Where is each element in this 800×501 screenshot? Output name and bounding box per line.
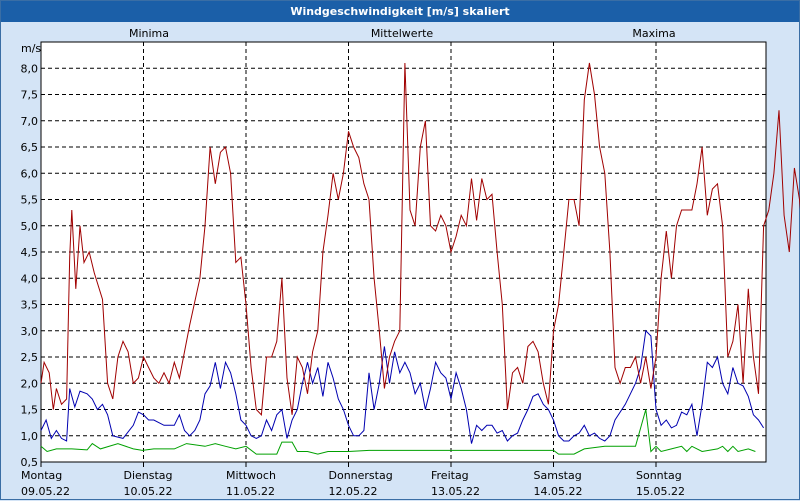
x-tick-day-label: Freitag — [431, 469, 469, 482]
series-line-maxima — [40, 62, 800, 416]
chart-area: m/s Minima Mittelwerte Maxima 0,5 1,0 1,5 2… — [21, 27, 800, 498]
legend-mittelwerte: Mittelwerte — [371, 27, 434, 40]
x-tick-date-label: 10.05.22 — [124, 485, 173, 498]
y-tick-label: 6,0 — [21, 167, 39, 180]
x-tick-day-label: Donnerstag — [329, 469, 393, 482]
series-layer — [40, 62, 800, 455]
y-ticks: 0,5 1,0 1,5 2,0 2,5 3,0 3,5 4,0 4,5 5,0 5,5 6,0 6,5 7… — [21, 62, 39, 469]
y-tick-label: 4,0 — [21, 272, 39, 285]
x-tick-date-label: 13.05.22 — [431, 485, 480, 498]
y-tick-label: 1,0 — [21, 430, 39, 443]
y-tick-label: 5,0 — [21, 220, 39, 233]
x-tick-date-label: 09.05.22 — [21, 485, 70, 498]
y-tick-label: 3,0 — [21, 325, 39, 338]
series-line-minima — [40, 409, 756, 455]
x-tick-day-label: Dienstag — [124, 469, 173, 482]
x-tick-date-label: 15.05.22 — [636, 485, 685, 498]
y-tick-label: 0,5 — [21, 456, 39, 469]
y-tick-label: 7,5 — [21, 89, 39, 102]
y-tick-label: 8,0 — [21, 62, 39, 75]
x-tick-day-label: Samstag — [534, 469, 582, 482]
y-tick-label: 2,0 — [21, 377, 39, 390]
y-tick-label: 1,5 — [21, 404, 39, 417]
legend-maxima: Maxima — [632, 27, 675, 40]
x-tick-date-label: 11.05.22 — [226, 485, 275, 498]
y-axis-unit-label: m/s — [21, 42, 41, 55]
x-tick-date-label: 12.05.22 — [329, 485, 378, 498]
x-ticks: Montag 09.05.22 Dienstag 10.05.22 Mittwoch 11… — [21, 462, 685, 498]
series-line-mittelwerte — [40, 329, 765, 444]
gridlines — [41, 42, 766, 463]
y-tick-label: 5,5 — [21, 194, 39, 207]
x-tick-day-label: Sonntag — [636, 469, 682, 482]
y-tick-label: 4,5 — [21, 246, 39, 259]
y-tick-label: 3,5 — [21, 299, 39, 312]
legend-minima: Minima — [129, 27, 169, 40]
x-tick-date-label: 14.05.22 — [534, 485, 583, 498]
y-tick-label: 2,5 — [21, 351, 39, 364]
x-tick-day-label: Mittwoch — [226, 469, 276, 482]
x-tick-day-label: Montag — [21, 469, 62, 482]
y-tick-label: 6,5 — [21, 141, 39, 154]
y-tick-label: 7,0 — [21, 115, 39, 128]
chart-title: Windgeschwindigkeit [m/s] skaliert — [1, 1, 799, 22]
